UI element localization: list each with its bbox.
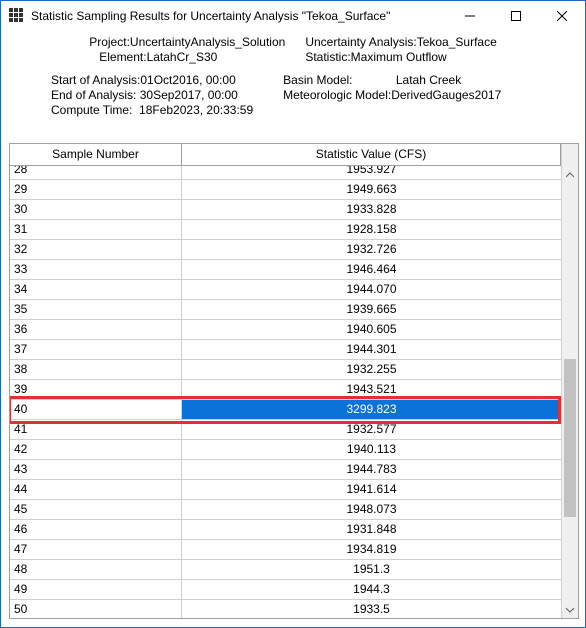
project-info: Project:UncertaintyAnalysis_Solution Ele… (89, 35, 285, 65)
cell-statistic-value: 1944.783 (182, 460, 561, 479)
cell-statistic-value: 1932.255 (182, 360, 561, 379)
cell-sample-number: 49 (10, 580, 182, 599)
cell-statistic-value: 1943.521 (182, 380, 561, 399)
cell-sample-number: 28 (10, 166, 182, 179)
table-row[interactable]: 481951.3 (10, 560, 561, 580)
table-row[interactable]: 351939.665 (10, 300, 561, 320)
cell-statistic-value: 1941.614 (182, 480, 561, 499)
time-info: Start of Analysis:01Oct2016, 00:00 End o… (51, 73, 253, 118)
cell-sample-number: 29 (10, 180, 182, 199)
cell-statistic-value: 1946.464 (182, 260, 561, 279)
table-body: 281953.927291949.663301933.828311928.158… (10, 166, 561, 618)
cell-sample-number: 43 (10, 460, 182, 479)
table-row[interactable]: 371944.301 (10, 340, 561, 360)
close-button[interactable] (539, 1, 585, 31)
table-row[interactable]: 331946.464 (10, 260, 561, 280)
table-row[interactable]: 461931.848 (10, 520, 561, 540)
table-row[interactable]: 361940.605 (10, 320, 561, 340)
minimize-button[interactable] (447, 1, 493, 31)
table-row[interactable]: 391943.521 (10, 380, 561, 400)
window-buttons (447, 1, 585, 31)
scroll-down-button[interactable] (562, 601, 578, 618)
cell-sample-number: 37 (10, 340, 182, 359)
table-row[interactable]: 311928.158 (10, 220, 561, 240)
table-row[interactable]: 403299.823 (10, 400, 561, 420)
table-row[interactable]: 491944.3 (10, 580, 561, 600)
cell-statistic-value: 1933.828 (182, 200, 561, 219)
cell-statistic-value: 1940.113 (182, 440, 561, 459)
cell-sample-number: 35 (10, 300, 182, 319)
table-row[interactable]: 431944.783 (10, 460, 561, 480)
cell-sample-number: 50 (10, 600, 182, 618)
cell-sample-number: 30 (10, 200, 182, 219)
table-row[interactable]: 421940.113 (10, 440, 561, 460)
cell-statistic-value: 1934.819 (182, 540, 561, 559)
col-statistic-value[interactable]: Statistic Value (CFS) (182, 144, 561, 166)
table-header: Sample Number Statistic Value (CFS) (10, 144, 561, 166)
results-table: Sample Number Statistic Value (CFS) 2819… (9, 143, 579, 619)
cell-sample-number: 38 (10, 360, 182, 379)
cell-sample-number: 33 (10, 260, 182, 279)
titlebar: Statistic Sampling Results for Uncertain… (1, 1, 585, 31)
scroll-thumb[interactable] (564, 359, 576, 518)
cell-sample-number: 36 (10, 320, 182, 339)
table-row[interactable]: 471934.819 (10, 540, 561, 560)
cell-statistic-value: 1931.848 (182, 520, 561, 539)
cell-sample-number: 47 (10, 540, 182, 559)
cell-statistic-value: 1948.073 (182, 500, 561, 519)
table-row[interactable]: 301933.828 (10, 200, 561, 220)
cell-statistic-value: 1928.158 (182, 220, 561, 239)
table-row[interactable]: 441941.614 (10, 480, 561, 500)
cell-sample-number: 39 (10, 380, 182, 399)
cell-statistic-value: 1933.5 (182, 600, 561, 618)
cell-statistic-value: 1932.726 (182, 240, 561, 259)
cell-sample-number: 34 (10, 280, 182, 299)
cell-sample-number: 45 (10, 500, 182, 519)
table-row[interactable]: 341944.070 (10, 280, 561, 300)
cell-sample-number: 41 (10, 420, 182, 439)
table-row[interactable]: 281953.927 (10, 166, 561, 180)
app-icon (9, 8, 25, 24)
model-info: Basin Model: Latah Creek Meteorologic Mo… (283, 73, 501, 118)
maximize-button[interactable] (493, 1, 539, 31)
table-row[interactable]: 411932.577 (10, 420, 561, 440)
window-title: Statistic Sampling Results for Uncertain… (31, 9, 447, 23)
cell-statistic-value: 1944.070 (182, 280, 561, 299)
scroll-track[interactable] (562, 183, 578, 601)
cell-statistic-value: 1944.3 (182, 580, 561, 599)
scroll-up-button[interactable] (562, 166, 578, 183)
cell-sample-number: 46 (10, 520, 182, 539)
cell-sample-number: 40 (10, 400, 182, 419)
table-row[interactable]: 451948.073 (10, 500, 561, 520)
cell-sample-number: 44 (10, 480, 182, 499)
analysis-info: Uncertainty Analysis:Tekoa_Surface Stati… (305, 35, 496, 65)
cell-statistic-value: 3299.823 (182, 400, 561, 419)
cell-statistic-value: 1944.301 (182, 340, 561, 359)
cell-statistic-value: 1939.665 (182, 300, 561, 319)
col-sample-number[interactable]: Sample Number (10, 144, 182, 166)
table-row[interactable]: 291949.663 (10, 180, 561, 200)
cell-statistic-value: 1932.577 (182, 420, 561, 439)
table-row[interactable]: 321932.726 (10, 240, 561, 260)
cell-statistic-value: 1949.663 (182, 180, 561, 199)
vertical-scrollbar[interactable] (561, 144, 578, 618)
info-panel: Project:UncertaintyAnalysis_Solution Ele… (1, 31, 585, 126)
cell-sample-number: 31 (10, 220, 182, 239)
cell-sample-number: 42 (10, 440, 182, 459)
table-row[interactable]: 501933.5 (10, 600, 561, 618)
cell-statistic-value: 1951.3 (182, 560, 561, 579)
cell-sample-number: 48 (10, 560, 182, 579)
cell-sample-number: 32 (10, 240, 182, 259)
cell-statistic-value: 1940.605 (182, 320, 561, 339)
table-row[interactable]: 381932.255 (10, 360, 561, 380)
cell-statistic-value: 1953.927 (182, 166, 561, 179)
